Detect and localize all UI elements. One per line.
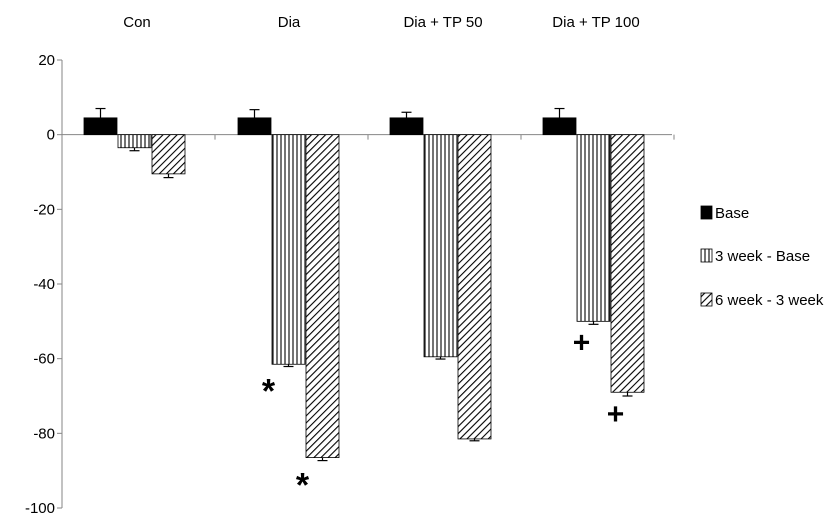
legend-swatch xyxy=(700,248,713,263)
bar xyxy=(542,117,577,136)
category-labels: Con Dia Dia + TP 50 Dia + TP 100 xyxy=(123,14,639,31)
category-label: Dia + TP 100 xyxy=(552,14,639,31)
y-tick-label: -100 xyxy=(25,500,55,515)
y-tick-label: -80 xyxy=(33,425,55,442)
y-tick-label: -60 xyxy=(33,351,55,368)
significance-marker: * xyxy=(296,467,310,505)
y-tick-label: -40 xyxy=(33,276,55,293)
y-tick-label: -20 xyxy=(33,201,55,218)
legend-label: 6 week - 3 week xyxy=(715,292,824,309)
bar xyxy=(83,117,118,136)
bar xyxy=(117,134,152,149)
bar xyxy=(423,134,458,358)
legend-label: Base xyxy=(715,205,749,222)
bar xyxy=(576,134,611,322)
legend-swatch xyxy=(700,205,713,220)
significance-marker: + xyxy=(573,326,591,359)
bar xyxy=(151,134,186,175)
bar xyxy=(457,134,492,440)
category-label: Dia + TP 50 xyxy=(403,14,482,31)
bar xyxy=(271,134,306,365)
bar xyxy=(305,134,340,458)
bar xyxy=(237,117,272,136)
legend: Base 3 week - Base 6 week - 3 week xyxy=(700,205,824,309)
category-label: Con xyxy=(123,14,151,31)
bar xyxy=(610,134,645,393)
significance-marker: * xyxy=(262,373,276,411)
y-tick-label: 0 xyxy=(47,127,55,144)
y-tick-label: 20 xyxy=(38,52,55,69)
bar xyxy=(389,117,424,136)
y-tick-labels: 20 0 -20 -40 -60 -80 -100 xyxy=(25,52,55,515)
legend-swatch xyxy=(700,292,713,307)
significance-marker: + xyxy=(607,398,625,431)
bars xyxy=(83,107,645,462)
legend-label: 3 week - Base xyxy=(715,248,810,265)
annotations: * * + + xyxy=(262,326,624,504)
category-label: Dia xyxy=(278,14,301,31)
